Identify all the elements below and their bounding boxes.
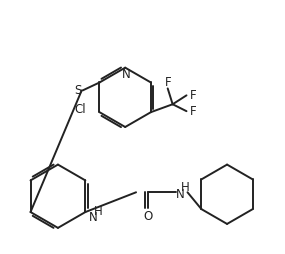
Text: F: F	[164, 76, 171, 89]
Text: N: N	[176, 188, 185, 201]
Text: O: O	[143, 210, 152, 223]
Text: H: H	[181, 181, 190, 194]
Text: Cl: Cl	[74, 103, 86, 116]
Text: F: F	[190, 89, 197, 102]
Text: F: F	[190, 105, 197, 118]
Text: N: N	[122, 68, 131, 81]
Text: H: H	[94, 204, 103, 218]
Text: S: S	[74, 84, 82, 97]
Text: N: N	[89, 211, 98, 224]
